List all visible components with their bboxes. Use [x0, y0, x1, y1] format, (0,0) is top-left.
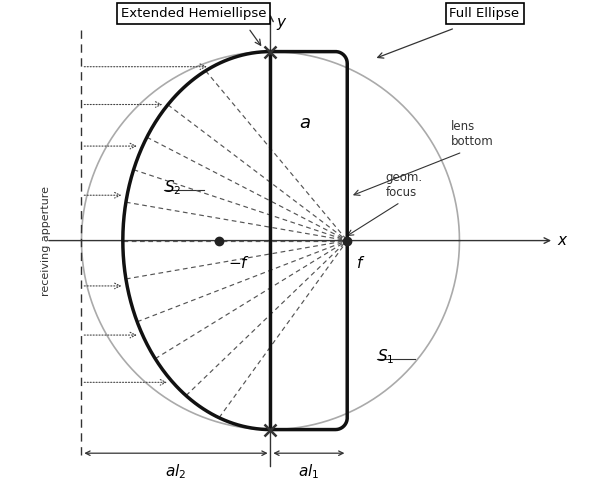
Text: y: y — [277, 15, 286, 30]
Text: $f$: $f$ — [356, 255, 365, 271]
Text: x: x — [557, 233, 566, 248]
Text: $al_1$: $al_1$ — [298, 462, 320, 481]
Text: $a$: $a$ — [299, 114, 311, 132]
Text: $S_2$: $S_2$ — [164, 178, 182, 197]
Text: geom.
focus: geom. focus — [386, 171, 423, 199]
Text: Full Ellipse: Full Ellipse — [449, 7, 520, 20]
Text: receiving apperture: receiving apperture — [41, 186, 51, 295]
Text: Extended Hemiellipse: Extended Hemiellipse — [121, 7, 266, 20]
Text: lens
bottom: lens bottom — [451, 120, 493, 148]
Text: $-f$: $-f$ — [227, 255, 250, 271]
Text: $al_2$: $al_2$ — [166, 462, 187, 481]
Text: $S_1$: $S_1$ — [377, 347, 394, 365]
